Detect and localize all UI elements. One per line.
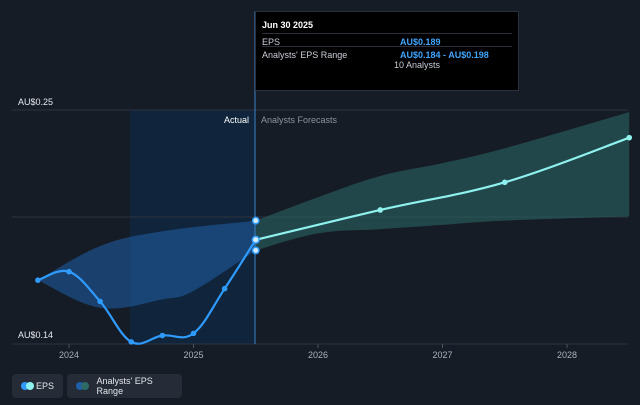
legend-eps[interactable]: EPS [12,374,63,398]
legend-eps-dot-actual [21,382,29,390]
range-high-point[interactable] [251,216,260,225]
eps-range-bands [37,112,630,309]
eps-point-forecast[interactable] [626,134,633,141]
forecast-label: Analysts Forecasts [261,115,338,125]
legend-eps-dot-forecast [26,382,34,390]
legend-eps-icon [21,382,34,390]
tooltip-range-value: AU$0.184 - AU$0.198 [400,50,489,60]
tooltip: Jun 30 2025 EPS AU$0.189 Analysts' EPS R… [255,11,519,91]
x-tick-label: 2026 [308,350,328,360]
legend-range-dot-future [81,382,89,390]
eps-point-actual[interactable] [66,268,72,275]
legend-eps-label: EPS [35,381,54,391]
range-band-actual [37,220,256,309]
range-band-forecast [255,112,630,251]
tooltip-date: Jun 30 2025 [262,20,314,30]
x-tick-label: 2024 [59,350,79,360]
eps-point-actual[interactable] [190,330,197,337]
eps-point-forecast[interactable] [501,179,508,186]
tooltip-eps-value: AU$0.189 [400,37,441,47]
tooltip-eps-label: EPS [262,37,281,47]
eps-point-actual[interactable] [159,332,166,339]
eps-points [35,134,633,345]
legend-range-icon [76,382,89,390]
legend-eps-range[interactable]: Analysts' EPS Range [67,374,182,398]
tooltip-range-label: Analysts' EPS Range [262,50,348,60]
eps-line-actual [37,239,257,345]
y-tick-label-top: AU$0.25 [18,97,53,107]
eps-lines [37,136,630,345]
legend-range-label: Analysts' EPS Range [96,376,153,396]
tooltip-analysts-count: 10 Analysts [394,60,441,70]
tooltip-row-eps: EPS AU$0.189 [262,33,512,48]
legend-range-dot-past [76,382,84,390]
y-tick-label-bottom: AU$0.14 [18,330,53,340]
eps-point-forecast[interactable] [377,207,384,213]
eps-point-actual[interactable] [128,339,135,345]
tooltip-row-range: Analysts' EPS Range AU$0.184 - AU$0.198 [262,46,512,61]
eps-point-actual[interactable] [35,277,41,283]
actual-label: Actual [224,115,249,125]
eps-point-actual[interactable] [251,235,260,244]
eps-line-forecast [255,136,630,241]
x-tick-label: 2025 [183,350,203,360]
x-tick-label: 2027 [432,350,452,360]
x-axis: 2024 2025 2026 2027 2028 [59,344,577,360]
x-tick-label: 2028 [557,350,577,360]
eps-point-actual[interactable] [221,285,228,292]
eps-point-actual[interactable] [97,298,103,305]
range-low-point[interactable] [251,246,260,255]
